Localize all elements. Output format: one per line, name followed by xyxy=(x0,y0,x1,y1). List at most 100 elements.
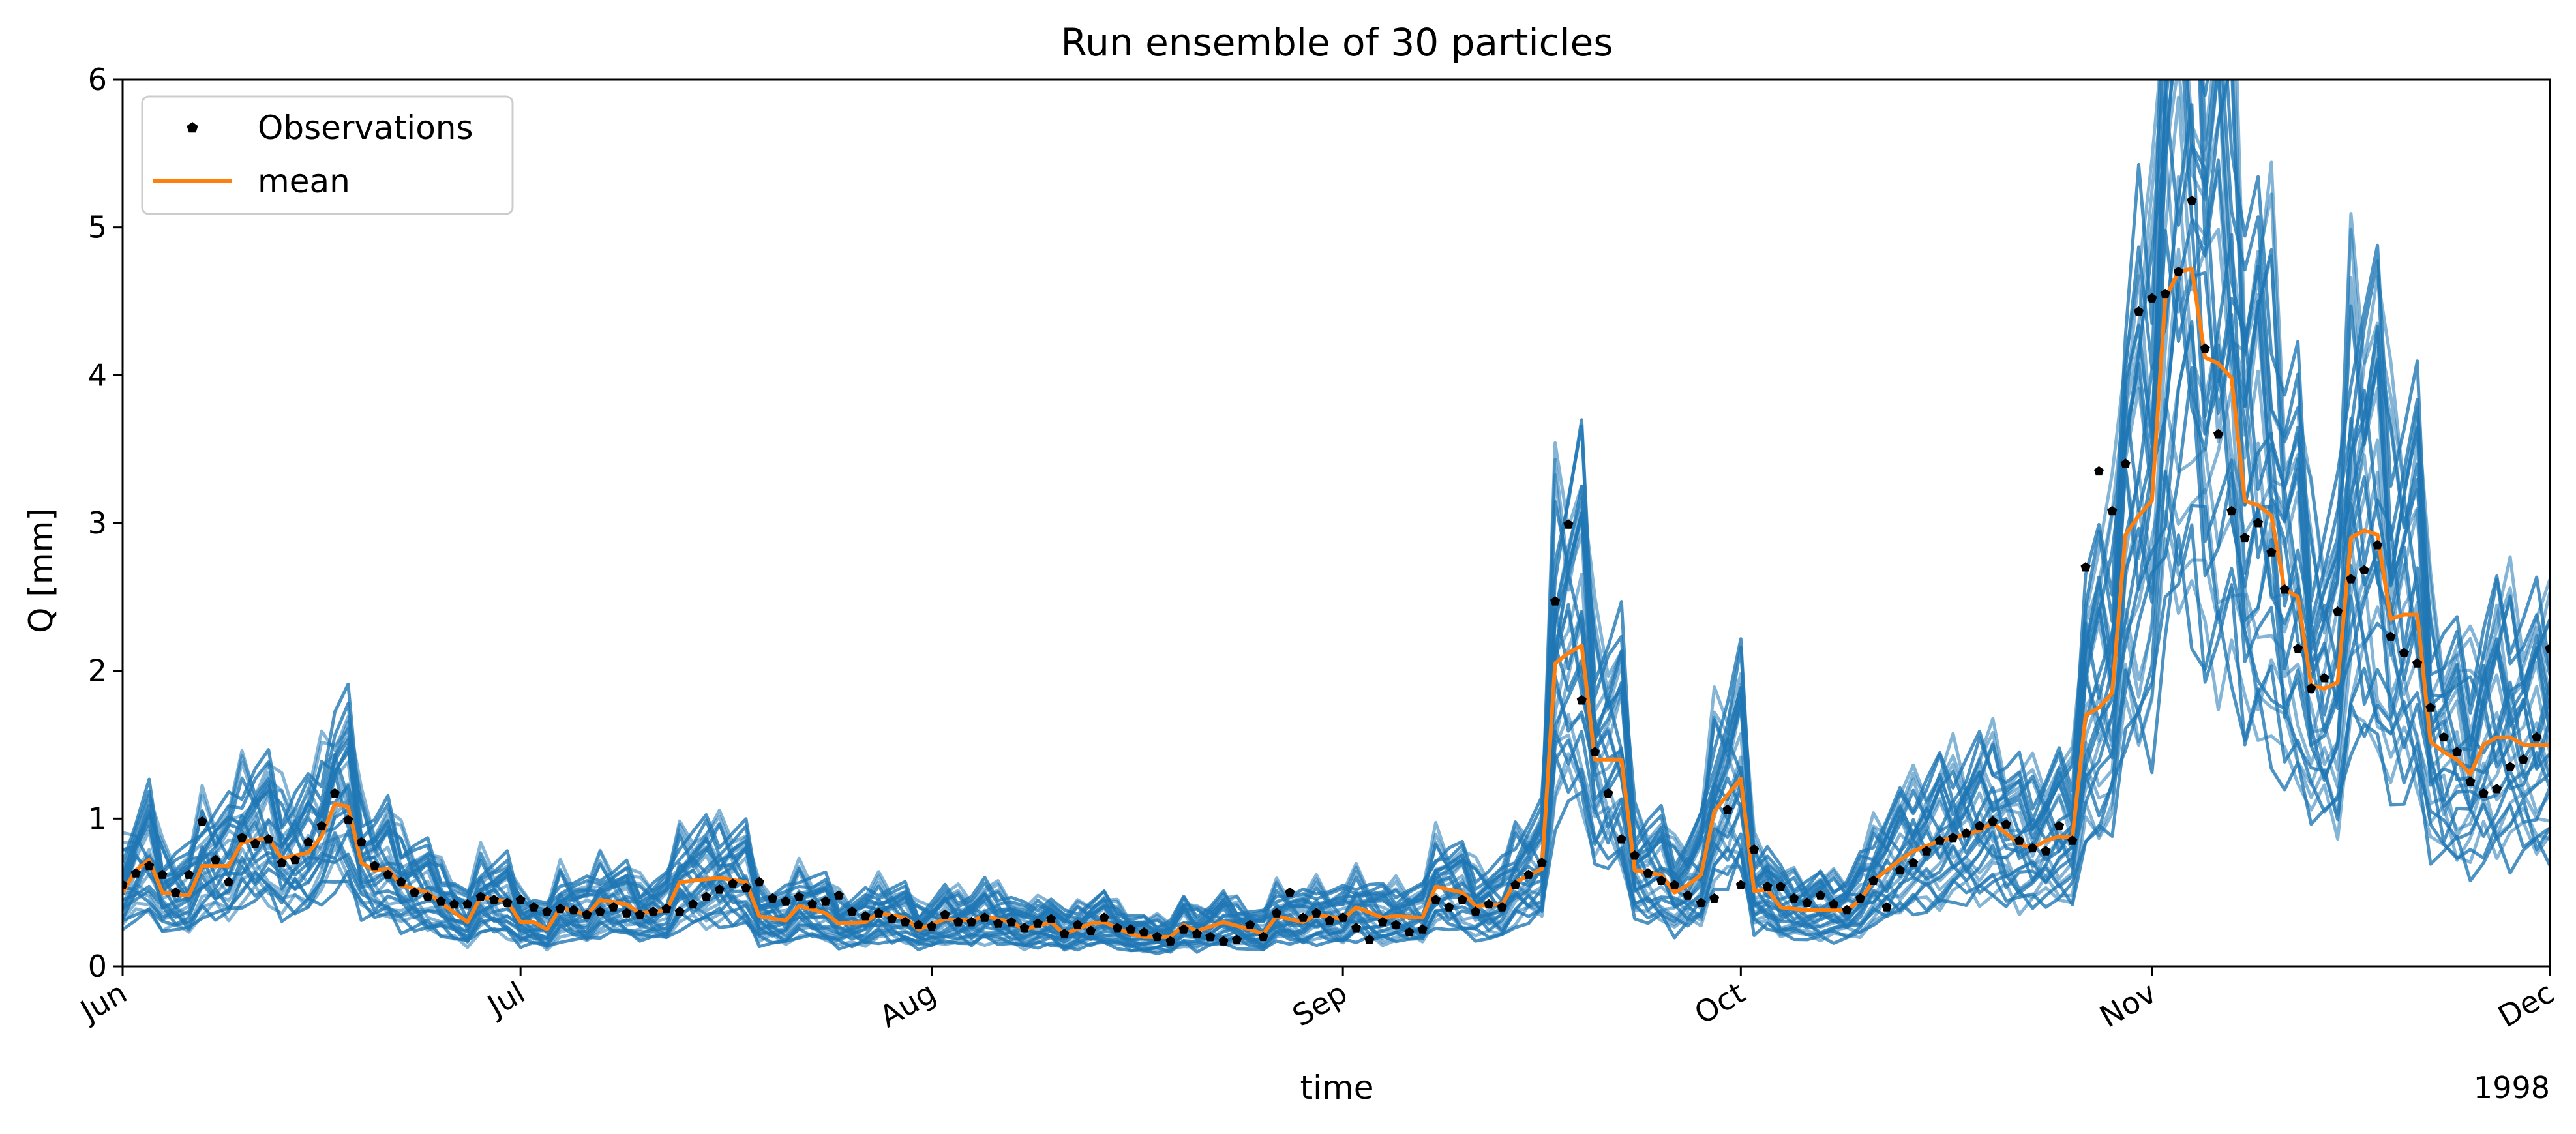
observation-point xyxy=(1974,820,1984,831)
observation-point xyxy=(1815,890,1825,900)
observation-point xyxy=(1231,934,1242,944)
observation-point xyxy=(2359,565,2369,574)
legend-observations-label: Observations xyxy=(258,109,473,147)
observation-point xyxy=(953,917,963,927)
observation-point xyxy=(1046,914,1056,923)
observation-point xyxy=(1603,788,1613,798)
observation-point xyxy=(542,906,552,916)
observation-point xyxy=(2067,835,2078,845)
observation-point xyxy=(1881,902,1892,912)
observation-point xyxy=(833,890,844,900)
observation-point xyxy=(1536,858,1547,867)
observation-point xyxy=(290,854,300,865)
observation-point xyxy=(1032,918,1043,928)
observation-point xyxy=(2293,643,2303,653)
observation-point xyxy=(502,897,513,907)
observation-point xyxy=(1099,912,1109,922)
observation-point xyxy=(1576,695,1587,705)
observation-point xyxy=(2386,631,2396,641)
observation-point xyxy=(873,908,884,918)
legend: Observations mean xyxy=(141,95,514,215)
observation-point xyxy=(1377,917,1388,927)
observation-point xyxy=(1921,846,1932,856)
observation-point xyxy=(1245,919,1255,929)
observation-point xyxy=(1510,880,1521,889)
y-tick-label: 3 xyxy=(88,505,107,541)
chart-title: Run ensemble of 30 particles xyxy=(1060,20,1613,65)
observation-point xyxy=(528,902,539,912)
observation-point xyxy=(1749,844,1760,854)
observation-point xyxy=(2187,195,2197,205)
observation-point xyxy=(1417,924,1428,934)
observation-point xyxy=(1139,927,1149,937)
observation-point xyxy=(2399,648,2409,657)
observation-point xyxy=(568,904,579,915)
observation-point xyxy=(1338,912,1348,922)
observation-point xyxy=(2346,574,2356,584)
observation-point xyxy=(2028,843,2038,853)
observation-point xyxy=(2226,505,2237,516)
observation-point xyxy=(250,838,260,848)
observation-point xyxy=(1390,919,1401,929)
observation-point xyxy=(1457,895,1467,904)
observation-point xyxy=(1351,923,1362,933)
observation-point xyxy=(1523,869,1534,879)
observation-point xyxy=(1059,929,1070,938)
observation-point xyxy=(1895,865,1905,875)
observation-point xyxy=(409,887,420,897)
y-tick-label: 5 xyxy=(88,210,107,245)
observation-point xyxy=(754,876,764,887)
observation-point xyxy=(2373,540,2383,550)
observation-point xyxy=(316,820,327,831)
observation-point xyxy=(927,921,937,931)
observation-point xyxy=(277,858,287,867)
observation-point xyxy=(1590,747,1600,756)
observation-point xyxy=(1470,906,1481,916)
observation-point xyxy=(1191,929,1203,938)
observation-point xyxy=(2306,683,2316,693)
observation-point xyxy=(449,899,460,909)
observation-point xyxy=(1656,875,1666,885)
observation-point xyxy=(1550,596,1561,606)
observation-point xyxy=(980,912,990,922)
observation-point xyxy=(1616,834,1626,844)
observation-point xyxy=(1364,934,1375,944)
observation-point xyxy=(608,902,619,912)
observation-point xyxy=(1696,897,1706,907)
observation-point xyxy=(1086,925,1096,936)
observation-point xyxy=(1006,917,1017,927)
observation-point xyxy=(1855,893,1865,903)
observation-point xyxy=(887,914,897,923)
observation-point xyxy=(2279,584,2290,594)
observation-point xyxy=(688,899,698,909)
observation-point xyxy=(1802,897,1812,907)
observation-point xyxy=(2412,658,2423,668)
y-tick-label: 6 xyxy=(88,62,107,97)
y-axis-ticks: 0 1 2 3 4 5 6 xyxy=(88,62,123,984)
observation-point xyxy=(2492,784,2502,794)
observation-point xyxy=(555,903,565,914)
observation-point xyxy=(1072,919,1083,929)
observation-point xyxy=(1430,895,1441,904)
observation-point xyxy=(130,868,141,878)
observation-point xyxy=(210,854,220,865)
observation-point xyxy=(807,899,818,909)
observation-point xyxy=(1563,519,1574,529)
observation-point xyxy=(741,882,751,893)
ensemble-member-line xyxy=(123,80,2550,930)
observation-point xyxy=(144,860,155,871)
observation-point xyxy=(462,899,473,909)
observation-point xyxy=(343,814,353,825)
observation-point xyxy=(1019,923,1030,933)
observation-point xyxy=(1325,915,1335,925)
observation-point xyxy=(701,891,711,901)
observation-point xyxy=(396,876,406,887)
observation-point xyxy=(2001,819,2011,829)
observation-point xyxy=(1683,890,1693,900)
observation-point xyxy=(2532,732,2542,742)
observation-point xyxy=(1961,828,1971,838)
observation-point xyxy=(2333,606,2343,616)
y-tick-label: 0 xyxy=(88,949,107,984)
observation-point xyxy=(2014,835,2025,845)
